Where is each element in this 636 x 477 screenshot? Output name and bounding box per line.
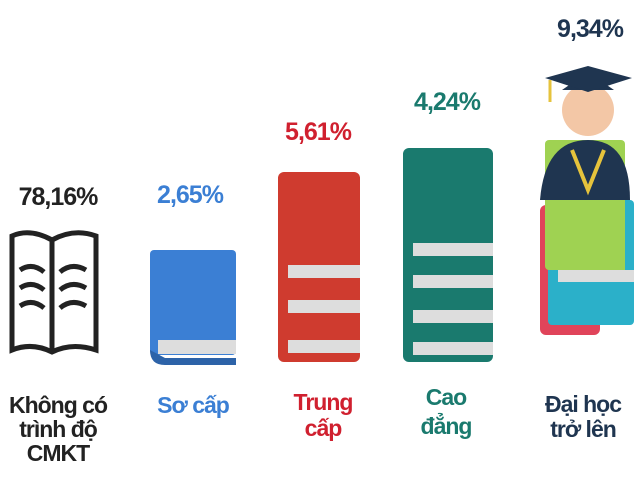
label: trình độ: [19, 416, 98, 442]
label: Đại học: [545, 391, 622, 417]
percent: 2,65%: [157, 181, 224, 209]
percent: 5,61%: [285, 118, 352, 146]
percent: 4,24%: [414, 88, 481, 116]
label: Cao: [426, 384, 467, 410]
book-stack-icon: [278, 172, 360, 362]
label: Sơ cấp: [157, 392, 230, 418]
book-icon: [150, 250, 236, 365]
label: Trung: [294, 389, 353, 415]
label: Không có: [9, 392, 108, 418]
label: trở lên: [550, 416, 616, 442]
label: CMKT: [27, 440, 90, 466]
percent: 9,34%: [557, 15, 624, 43]
book-stack-icon: [403, 148, 493, 362]
label: cấp: [305, 415, 343, 441]
open-book-icon: [9, 230, 99, 355]
graduate-icon: [540, 66, 634, 335]
label: đẳng: [421, 411, 472, 439]
percent: 78,16%: [19, 183, 99, 211]
